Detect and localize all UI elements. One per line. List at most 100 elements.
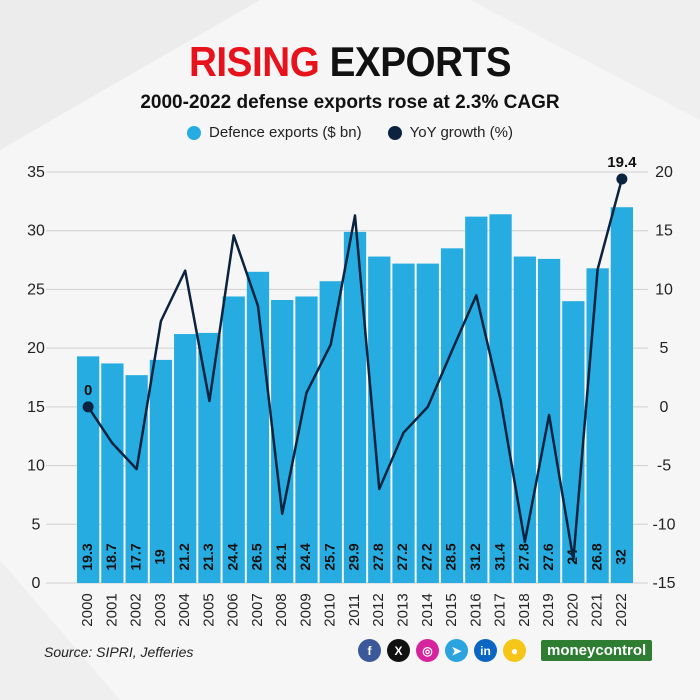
bar-data-label: 17.7	[127, 543, 143, 570]
bar-data-label: 24.1	[273, 543, 289, 570]
x-tick-label: 2002	[128, 593, 145, 626]
bar-data-label: 27.2	[418, 543, 434, 570]
x-tick-label: 2011	[346, 594, 363, 626]
telegram-icon[interactable]: ➤	[445, 639, 468, 662]
y-right-tick-label: 5	[660, 340, 669, 357]
bar	[465, 216, 488, 583]
bar	[149, 359, 173, 583]
bar	[610, 207, 633, 583]
bar-data-label: 26.5	[249, 543, 265, 570]
title-highlight: RISING	[188, 38, 320, 85]
bar-data-label: 19.3	[79, 543, 95, 570]
bar	[513, 256, 536, 583]
x-tick-label: 2013	[394, 593, 411, 626]
x-tick-label: 2000	[79, 593, 96, 626]
bar	[125, 375, 148, 583]
bar	[246, 271, 270, 583]
x-tick-label: 2005	[200, 593, 217, 626]
bar-data-label: 27.2	[394, 543, 410, 570]
social-icons: f X ◎ ➤ in ●	[358, 639, 526, 662]
legend: Defence exports ($ bn) YoY growth (%)	[0, 124, 700, 141]
bar-data-label: 21.3	[200, 543, 216, 570]
growth-point-label: 19.4	[607, 154, 637, 171]
bar	[319, 281, 342, 583]
bar-data-label: 27.8	[516, 543, 532, 570]
bar	[586, 268, 609, 583]
bar-data-label: 31.2	[467, 543, 483, 570]
koo-icon[interactable]: ●	[503, 639, 526, 662]
bar-data-label: 19	[152, 549, 168, 565]
bar	[392, 263, 415, 583]
bar	[295, 296, 318, 583]
x-tick-label: 2017	[492, 593, 509, 626]
y-left-tick-label: 0	[32, 575, 41, 592]
x-tick-label: 2004	[176, 593, 193, 626]
bar-data-label: 24.4	[224, 543, 240, 570]
bar	[440, 248, 464, 584]
bar-data-label: 25.7	[321, 543, 337, 570]
x-tick-label: 2018	[516, 593, 533, 626]
facebook-icon[interactable]: f	[358, 639, 381, 662]
x-tick-label: 2016	[467, 593, 484, 626]
y-right-tick-label: 15	[655, 223, 673, 240]
bar	[101, 363, 124, 583]
legend-bar-swatch	[187, 125, 202, 140]
bar	[271, 299, 294, 583]
bar-data-label: 26.8	[588, 543, 604, 570]
x-tick-label: 2008	[273, 593, 290, 626]
legend-line-label: YoY growth (%)	[409, 124, 513, 141]
y-left-tick-label: 35	[27, 164, 45, 181]
y-right-tick-label: -5	[657, 458, 671, 475]
legend-line-swatch	[387, 125, 402, 140]
x-tick-label: 2021	[589, 593, 606, 626]
y-left-tick-label: 15	[27, 399, 45, 416]
bar-data-label: 24.4	[297, 543, 313, 570]
bar	[343, 231, 367, 584]
y-right-tick-label: -10	[652, 516, 675, 533]
growth-point-marker	[82, 401, 94, 413]
title-rest: EXPORTS	[329, 38, 512, 85]
y-right-tick-label: 20	[655, 164, 673, 181]
bar	[368, 256, 391, 583]
y-right-tick-label: -15	[652, 575, 675, 592]
source-note: Source: SIPRI, Jefferies	[44, 644, 194, 660]
bar-data-label: 18.7	[103, 543, 119, 570]
chart-title: RISING EXPORTS	[28, 38, 672, 86]
y-right-tick-label: 10	[655, 281, 673, 298]
bar-data-label: 27.6	[540, 543, 556, 570]
y-right-tick-label: 0	[660, 399, 669, 416]
chart-subtitle: 2000-2022 defense exports rose at 2.3% C…	[140, 92, 560, 113]
bar	[222, 296, 245, 583]
y-left-tick-label: 20	[27, 340, 45, 357]
bar-data-label: 28.5	[443, 543, 459, 570]
growth-line	[87, 178, 624, 561]
x-tick-label: 2019	[540, 593, 557, 626]
bar	[562, 301, 585, 583]
x-icon[interactable]: X	[387, 639, 410, 662]
brand-logo: moneycontrol	[541, 640, 653, 661]
y-left-tick-label: 10	[27, 458, 45, 475]
x-tick-label: 2001	[103, 593, 120, 626]
x-tick-label: 2003	[152, 593, 169, 626]
bar	[198, 332, 221, 583]
x-tick-label: 2009	[297, 593, 314, 626]
x-tick-label: 2014	[419, 593, 436, 626]
instagram-icon[interactable]: ◎	[416, 639, 439, 662]
x-tick-label: 2012	[370, 593, 387, 626]
bar-data-label: 29.9	[346, 543, 362, 570]
bar	[174, 334, 197, 583]
x-tick-label: 2022	[613, 593, 630, 626]
x-tick-label: 2015	[443, 593, 460, 626]
bar-data-label: 27.8	[370, 543, 386, 570]
x-tick-label: 2007	[249, 593, 266, 626]
bar	[416, 263, 439, 583]
bar-data-label: 32	[613, 549, 629, 565]
x-tick-label: 2020	[564, 593, 581, 626]
x-tick-label: 2010	[322, 593, 339, 626]
bar-data-label: 31.4	[491, 543, 507, 570]
linkedin-icon[interactable]: in	[474, 639, 497, 662]
y-left-tick-label: 30	[27, 223, 45, 240]
y-left-tick-label: 5	[32, 516, 41, 533]
growth-point-label: 0	[84, 382, 92, 399]
x-tick-label: 2006	[225, 593, 242, 626]
